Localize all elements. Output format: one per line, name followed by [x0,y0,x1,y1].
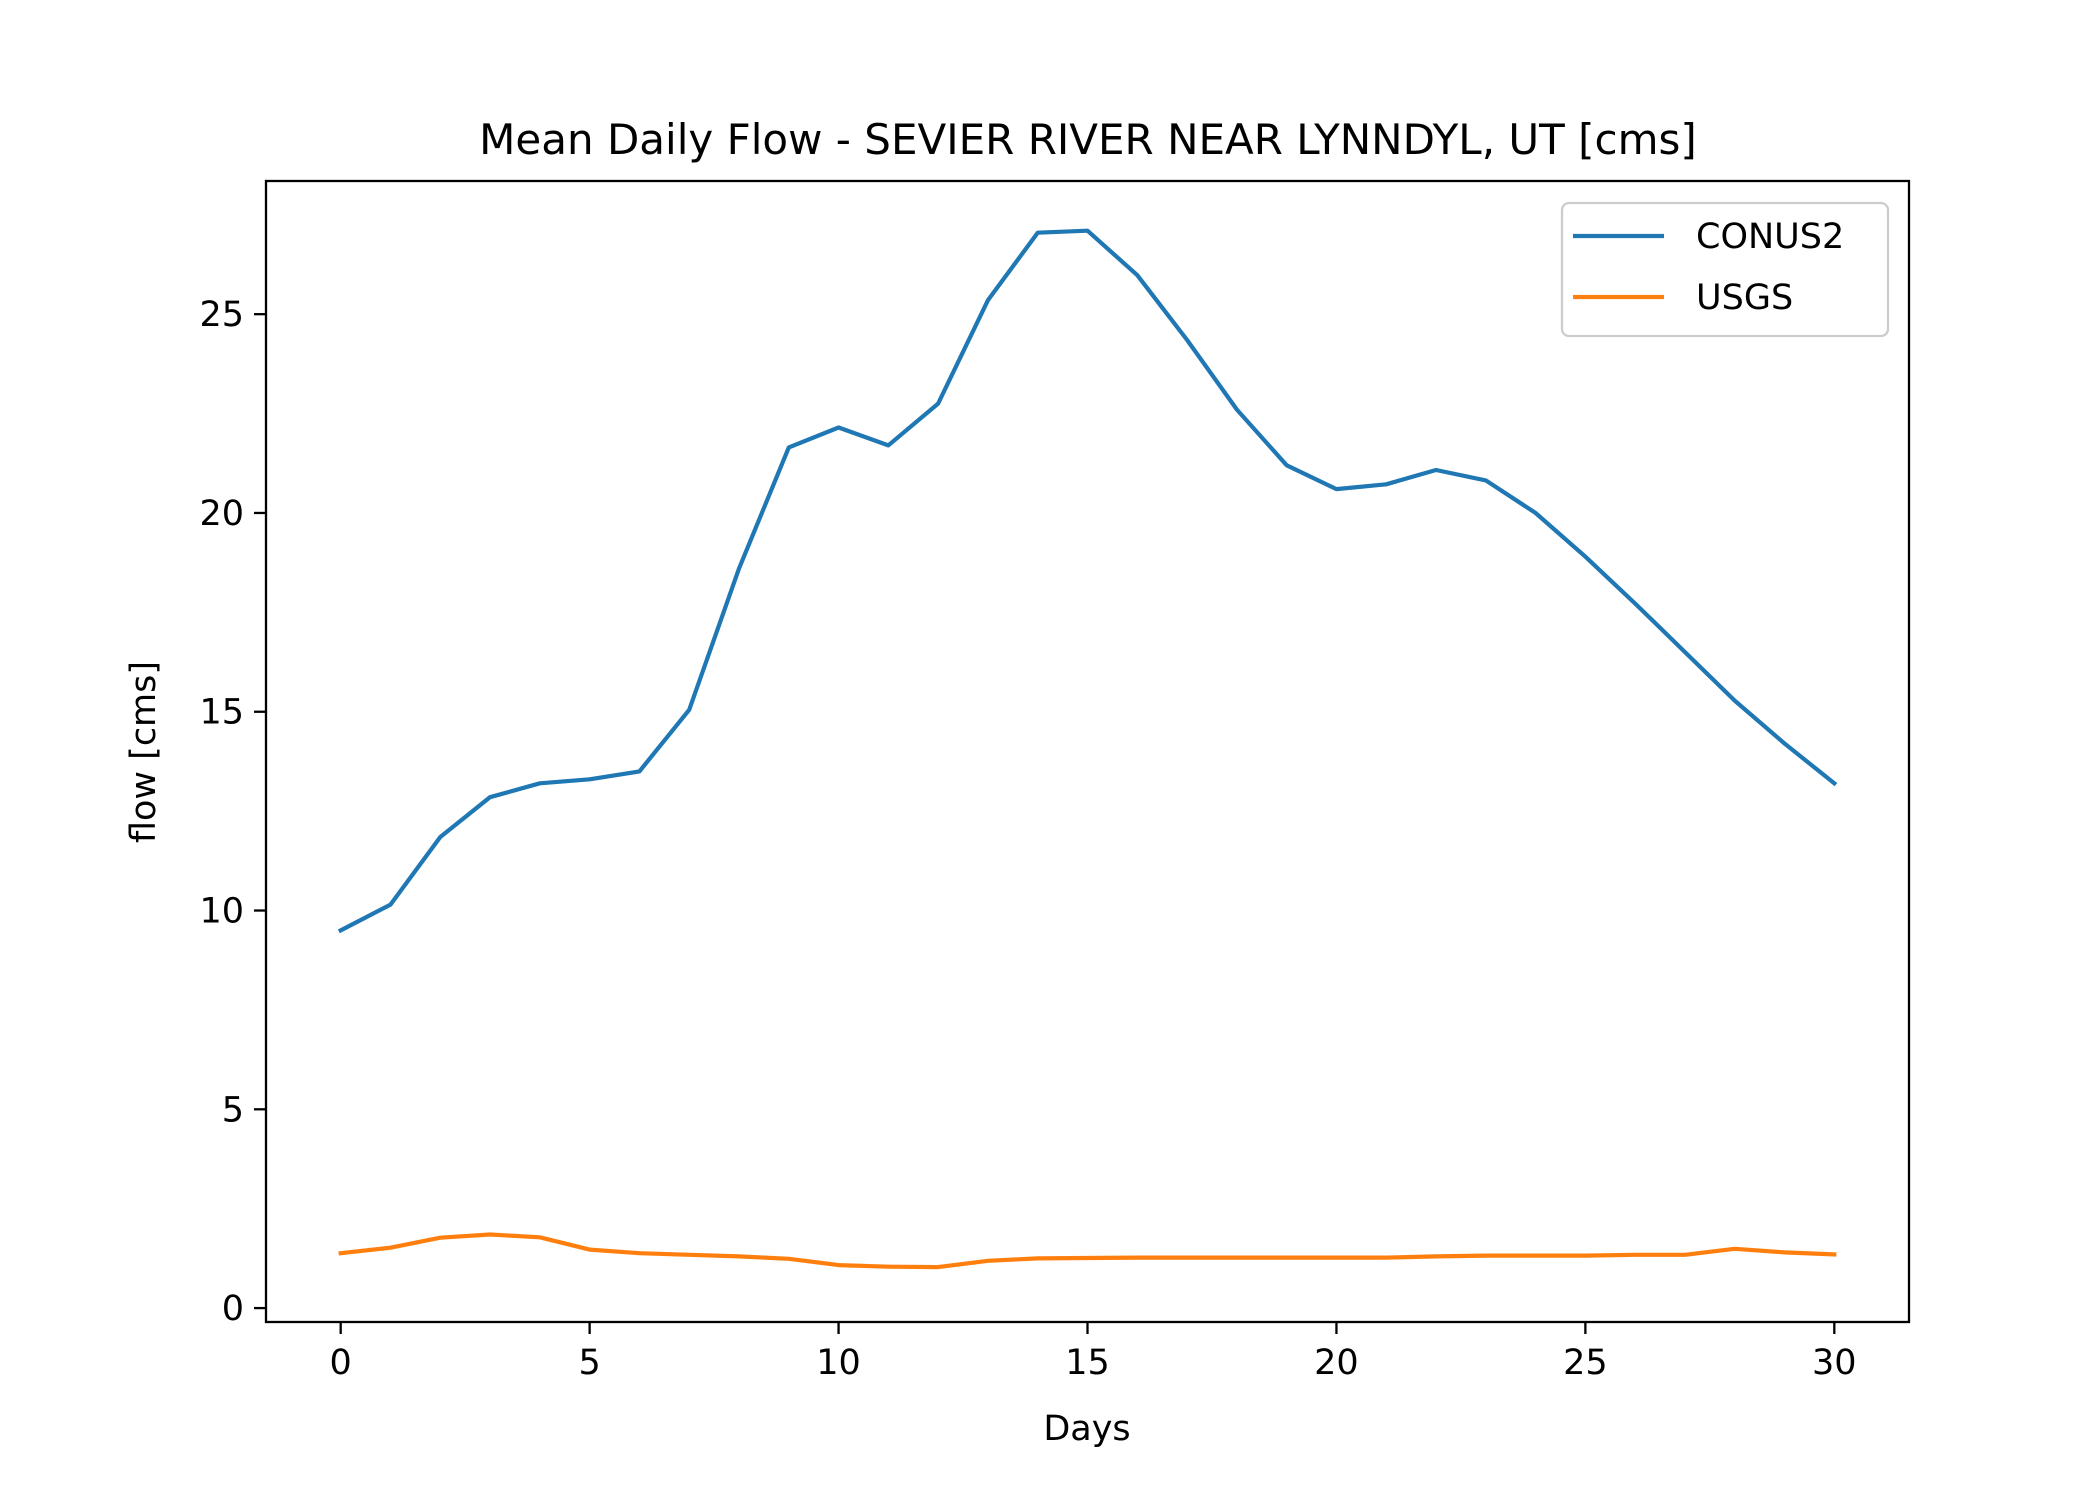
y-tick-label: 15 [199,693,244,733]
y-tick-label: 0 [222,1289,244,1329]
x-axis-ticks: 0 5 10 15 20 25 30 [330,1322,1857,1383]
y-axis-ticks: 0 5 10 15 20 25 [199,295,266,1329]
series-line-usgs [338,1232,1837,1270]
x-tick-label: 0 [330,1343,352,1383]
series-lines [337,228,1838,1270]
x-tick-label: 10 [816,1343,861,1383]
x-axis-label: Days [1043,1409,1130,1449]
y-tick-label: 10 [199,892,244,932]
chart-title: Mean Daily Flow - SEVIER RIVER NEAR LYNN… [479,115,1697,164]
x-tick-label: 15 [1065,1343,1110,1383]
x-tick-label: 25 [1563,1343,1608,1383]
legend-label-usgs: USGS [1696,278,1793,318]
y-tick-label: 25 [199,295,244,335]
x-tick-label: 5 [578,1343,600,1383]
y-tick-label: 5 [222,1090,244,1130]
legend-label-conus2: CONUS2 [1696,217,1844,257]
series-line-conus2 [337,228,1838,934]
x-tick-label: 20 [1314,1343,1359,1383]
legend: CONUS2 USGS [1560,201,1890,338]
plot-area-frame [264,179,1911,1324]
y-axis-label: flow [cms] [124,661,164,843]
x-tick-label: 30 [1812,1343,1857,1383]
y-tick-label: 20 [199,494,244,534]
